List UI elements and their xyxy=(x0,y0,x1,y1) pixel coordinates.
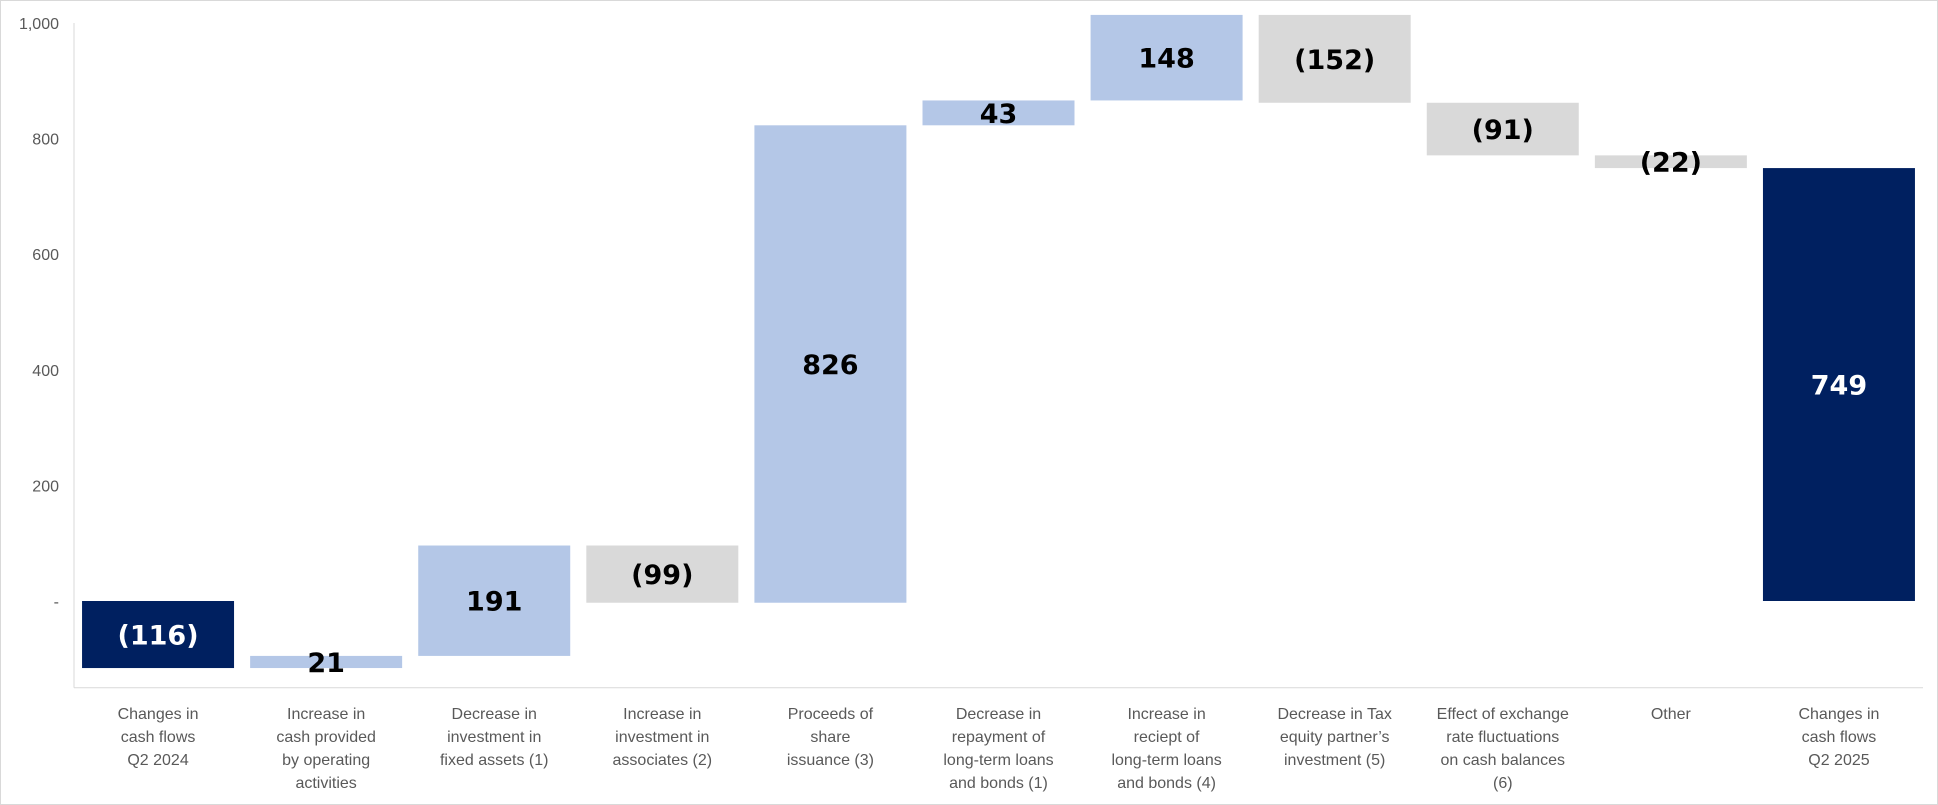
bar-9 xyxy=(1426,102,1579,156)
category-label: Increase in cash provided by operating acti… xyxy=(276,706,376,792)
category-labels-group: Changes in cash flows Q2 2024 Increase in ca… xyxy=(118,706,1880,792)
category-label: Changes in cash flows Q2 2024 xyxy=(118,706,199,769)
bar-value-label: 749 xyxy=(1811,371,1867,402)
bar-labels-group: (116) 21 191 (99) 826 43 148 (152) (91) (22) 749 xyxy=(118,44,1868,679)
category-label: Increase in investment in associates (2) xyxy=(613,706,713,769)
y-tick-label: 1,000 xyxy=(19,16,59,33)
y-tick-label: 400 xyxy=(32,363,59,380)
category-label: Increase in reciept of long-term loans and … xyxy=(1111,706,1221,792)
bar-value-label: 21 xyxy=(307,648,345,679)
bar-value-label: (22) xyxy=(1640,148,1702,179)
bar-value-label: 191 xyxy=(466,587,522,618)
category-label: Other xyxy=(1651,706,1692,723)
bar-value-label: 148 xyxy=(1138,44,1194,75)
category-label: Decrease in investment in fixed assets (1) xyxy=(440,706,548,769)
y-tick-label: - xyxy=(54,594,59,611)
bar-2 xyxy=(250,655,403,669)
bar-value-label: 826 xyxy=(802,350,858,381)
y-tick-label: 600 xyxy=(32,247,59,264)
y-tick-label: 800 xyxy=(32,132,59,149)
category-label: Changes in cash flows Q2 2025 xyxy=(1798,706,1879,769)
category-label: Decrease in Tax equity partner’s investmen… xyxy=(1277,706,1391,769)
bars-group xyxy=(82,14,1915,669)
y-tick-label: 200 xyxy=(32,478,59,495)
bar-7 xyxy=(1090,14,1243,101)
bar-value-label: (91) xyxy=(1472,115,1534,146)
bar-3 xyxy=(418,545,571,656)
bar-value-label: (152) xyxy=(1294,45,1375,76)
bar-value-label: 43 xyxy=(980,99,1018,130)
bar-8 xyxy=(1258,14,1411,103)
category-label: Effect of exchange rate fluctuations on ca… xyxy=(1437,706,1569,792)
bar-5 xyxy=(754,125,907,603)
category-label: Decrease in repayment of long-term loans an… xyxy=(943,706,1053,792)
bar-4 xyxy=(586,545,739,603)
bar-1 xyxy=(82,601,235,669)
bar-value-label: (99) xyxy=(631,560,693,591)
bar-value-label: (116) xyxy=(118,621,199,652)
bar-11 xyxy=(1762,168,1915,601)
axes-group: - 200 400 600 800 1,000 xyxy=(19,16,1923,689)
category-label: Proceeds of share issuance (3) xyxy=(787,706,874,769)
bar-6 xyxy=(922,100,1075,126)
bar-10 xyxy=(1594,155,1747,169)
